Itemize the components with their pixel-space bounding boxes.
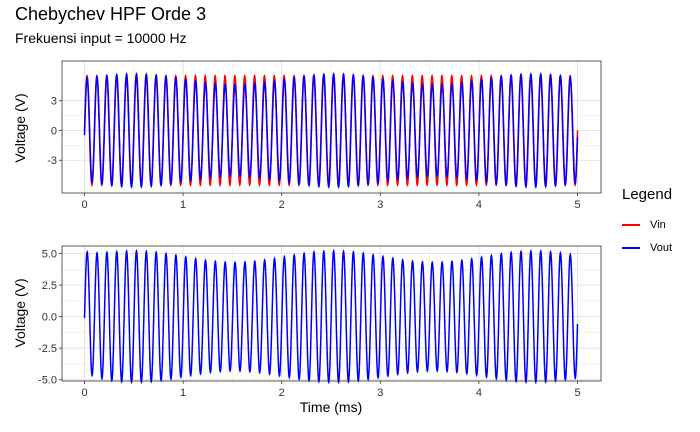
legend-key-vin: [622, 223, 640, 226]
y-tick-label: 0.0: [42, 312, 57, 324]
x-tick-label: 5: [574, 199, 580, 211]
legend-key-vout: [622, 246, 640, 249]
legend: Legend Vin Vout: [622, 186, 672, 259]
x-tick-label: 4: [476, 387, 482, 399]
y-tick-label: 5.0: [42, 249, 57, 261]
y-tick-label: -2.5: [38, 343, 57, 355]
x-tick-label: 3: [377, 387, 383, 399]
legend-item-vin: Vin: [622, 213, 672, 236]
series-line-vout: [83, 71, 579, 189]
x-tick-label: 1: [180, 199, 186, 211]
x-tick-label: 5: [574, 387, 580, 399]
legend-item-vout: Vout: [622, 236, 672, 259]
plot-border: [61, 60, 602, 194]
legend-title: Legend: [622, 186, 673, 203]
x-tick-label: 0: [81, 199, 87, 211]
x-tick-label: 4: [476, 199, 482, 211]
x-tick-label: 3: [377, 199, 383, 211]
series-line-vout: [83, 248, 579, 385]
x-tick-label: 2: [279, 199, 285, 211]
x-tick-label: 2: [279, 387, 285, 399]
y-axis-label: Voltage (V): [12, 278, 28, 347]
x-tick-label: 1: [180, 387, 186, 399]
y-tick-label: 0: [51, 125, 57, 137]
y-tick-label: 3: [51, 96, 57, 108]
x-tick-label: 0: [81, 387, 87, 399]
y-axis-label: Voltage (V): [12, 93, 28, 162]
y-tick-label: 2.5: [42, 280, 57, 292]
y-tick-label: -3: [47, 155, 57, 167]
plot-border: [61, 245, 602, 382]
x-axis-label: Time (ms): [300, 399, 362, 415]
chart-subtitle: Frekuensi input = 10000 Hz: [15, 30, 187, 46]
chart-title: Chebychev HPF Orde 3: [15, 4, 207, 24]
legend-label-vin: Vin: [650, 218, 666, 231]
y-tick-label: -5.0: [38, 375, 57, 387]
legend-label-vout: Vout: [650, 241, 673, 254]
